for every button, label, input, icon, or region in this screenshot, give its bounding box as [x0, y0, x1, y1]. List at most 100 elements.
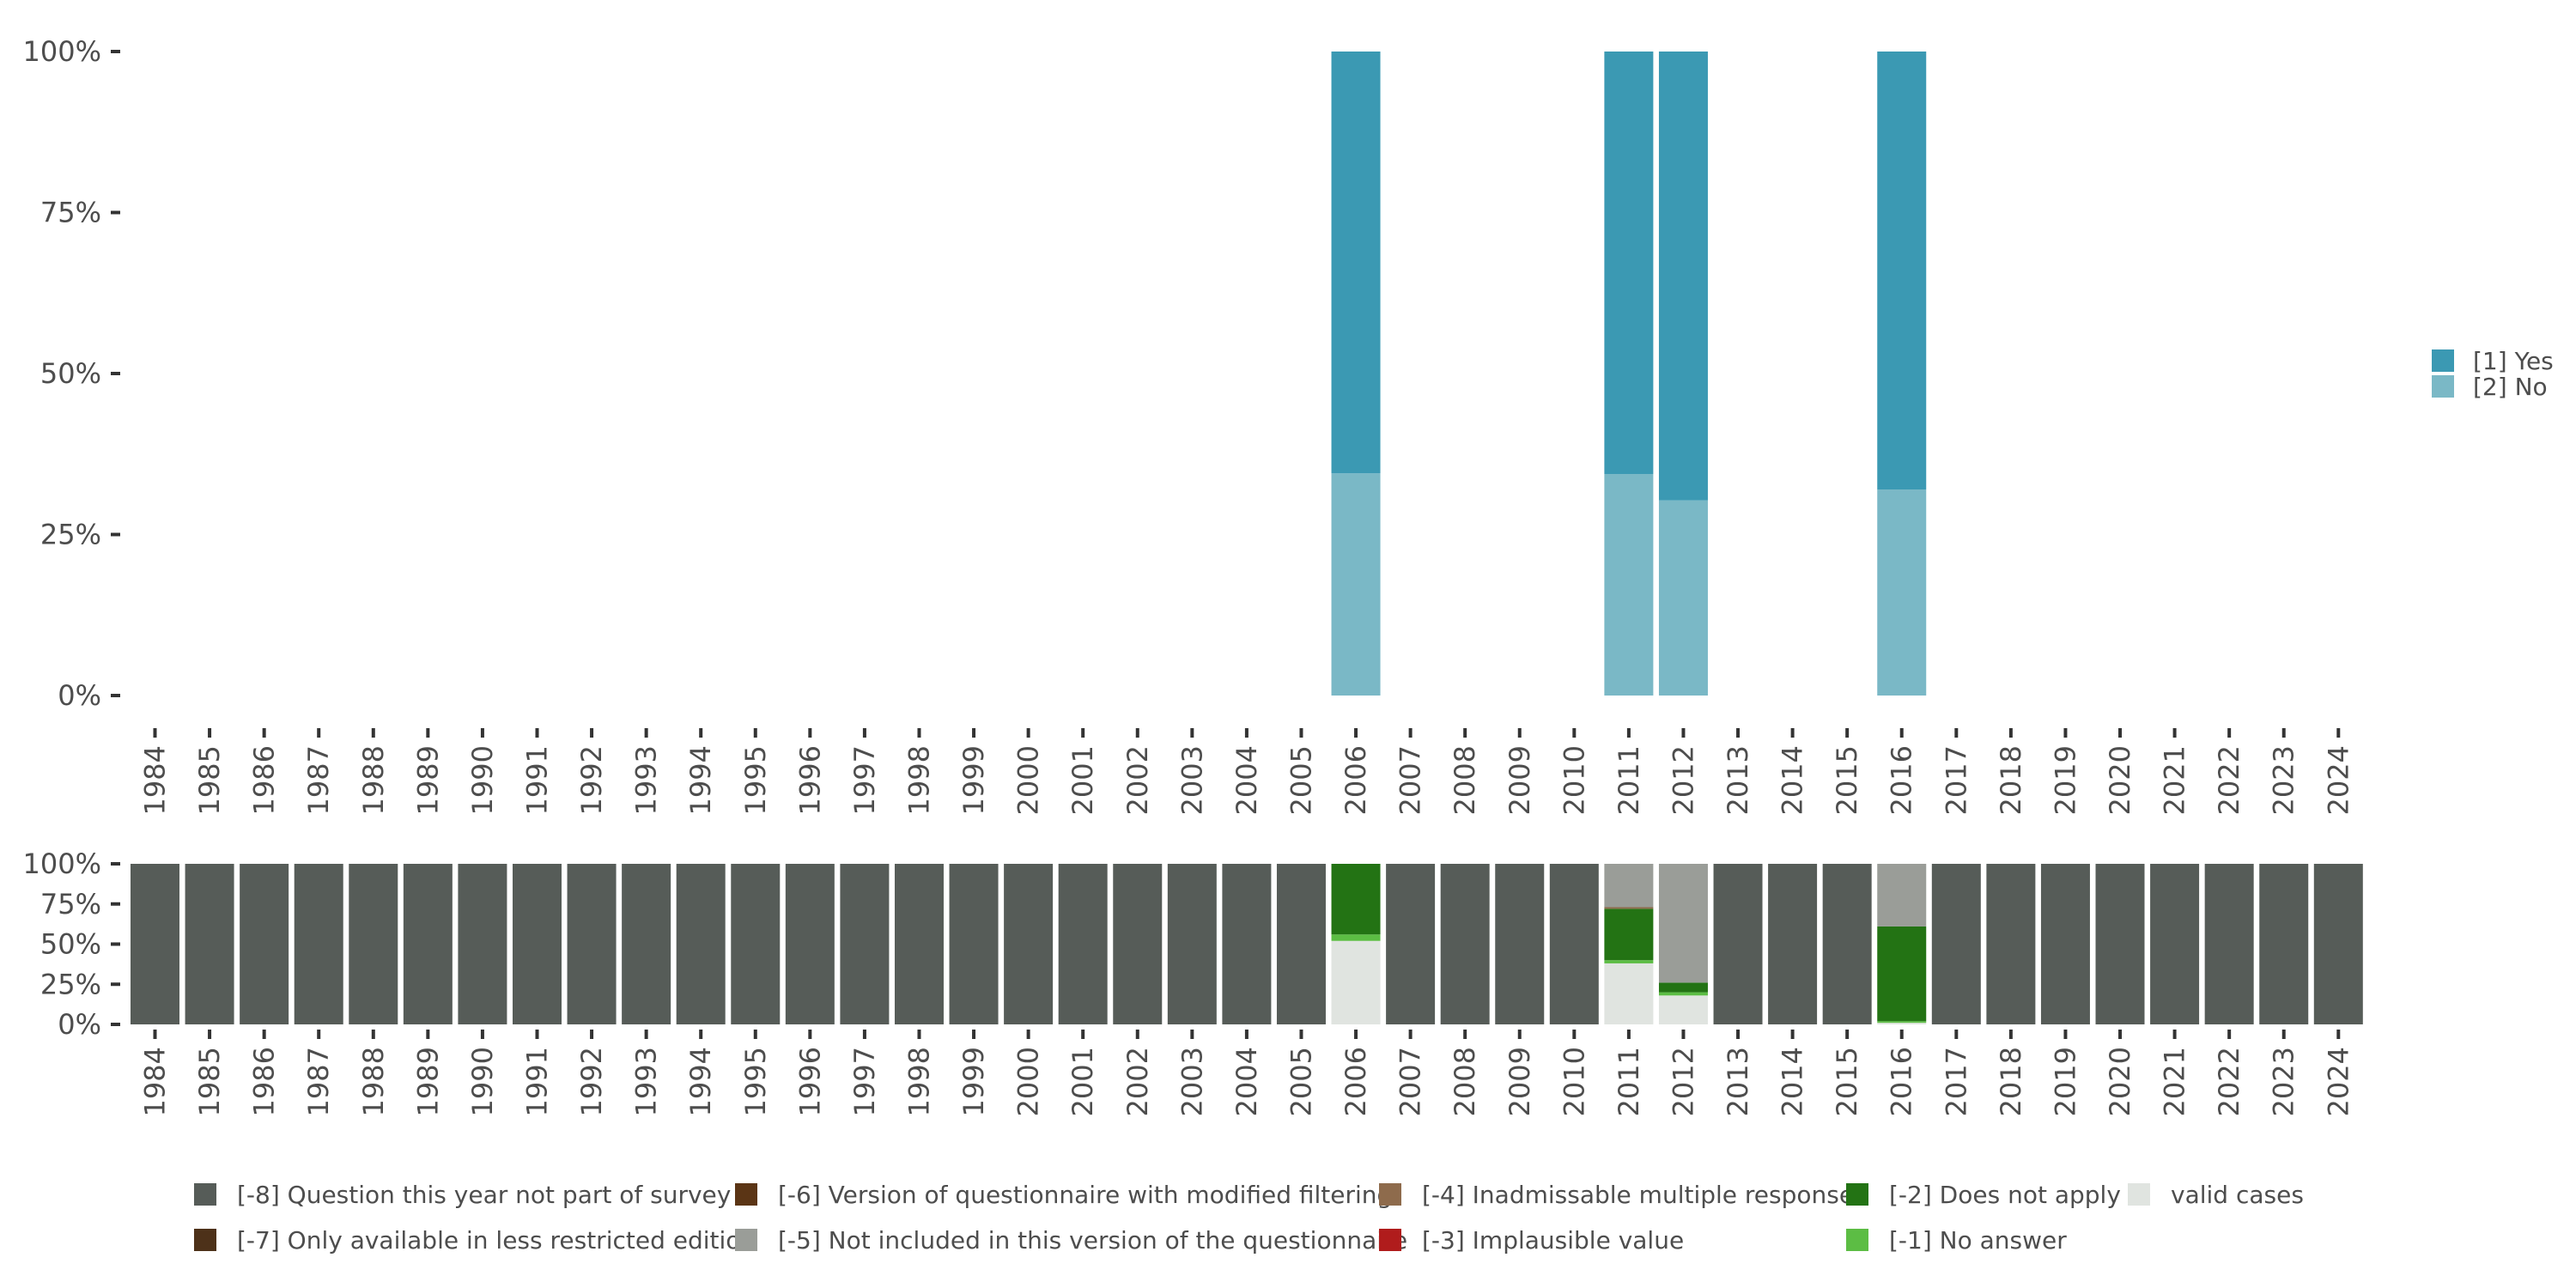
legend-label: [1] Yes — [2473, 347, 2554, 375]
x-tick-label: 2006 — [1340, 1047, 1372, 1116]
legend-swatch — [2432, 375, 2454, 398]
x-tick-label: 2004 — [1230, 745, 1263, 815]
bar-2016--2-does-not-apply — [1877, 926, 1927, 1022]
x-tick-label: 2009 — [1504, 1047, 1536, 1116]
x-tick-label: 1999 — [957, 745, 990, 815]
legend-label: [-4] Inadmissable multiple response — [1422, 1181, 1854, 1209]
bar-2002--8-question-this-year-not-part-of-survey — [1113, 864, 1163, 1024]
x-tick-label: 2023 — [2268, 745, 2300, 815]
x-tick-label: 1987 — [302, 745, 335, 815]
legend-label: valid cases — [2171, 1181, 2304, 1209]
x-tick-label: 2008 — [1449, 745, 1481, 815]
y-tick-label: 25% — [40, 519, 101, 551]
x-tick-label: 1997 — [848, 1047, 881, 1116]
y-tick-label: 50% — [40, 928, 101, 961]
bar-2017--8-question-this-year-not-part-of-survey — [1931, 864, 1981, 1024]
x-tick-label: 2017 — [1940, 1047, 1972, 1116]
x-tick-label: 2009 — [1504, 745, 1536, 815]
bar-2016-series-0 — [1877, 489, 1927, 696]
bar-2011-valid-cases — [1604, 963, 1654, 1024]
x-tick-label: 2014 — [1777, 1047, 1809, 1116]
bar-1991--8-question-this-year-not-part-of-survey — [512, 864, 562, 1024]
bar-2012--1-no-answer — [1658, 992, 1708, 996]
y-tick-label: 100% — [23, 35, 101, 68]
bar-2011--1-no-answer — [1604, 960, 1654, 963]
bar-2019--8-question-this-year-not-part-of-survey — [2040, 864, 2090, 1024]
x-tick-label: 1993 — [630, 1047, 663, 1116]
x-tick-label: 1995 — [739, 1047, 772, 1116]
bar-2020--8-question-this-year-not-part-of-survey — [2095, 864, 2145, 1024]
x-tick-label: 2017 — [1940, 745, 1972, 815]
x-tick-label: 1985 — [193, 745, 226, 815]
bar-1996--8-question-this-year-not-part-of-survey — [785, 864, 835, 1024]
bar-2006-series-0 — [1331, 473, 1381, 696]
x-tick-label: 2024 — [2322, 745, 2354, 815]
x-tick-label: 1991 — [520, 1047, 553, 1116]
x-tick-label: 2012 — [1667, 1047, 1699, 1116]
x-tick-label: 2015 — [1831, 1047, 1863, 1116]
y-tick-label: 75% — [40, 197, 101, 229]
legend-swatch — [735, 1229, 757, 1251]
x-tick-label: 2007 — [1394, 1047, 1427, 1116]
x-tick-label: 2020 — [2104, 1047, 2136, 1116]
x-tick-label: 2022 — [2213, 745, 2245, 815]
bar-2018--8-question-this-year-not-part-of-survey — [1986, 864, 2036, 1024]
legend-label: [-3] Implausible value — [1422, 1226, 1684, 1255]
bar-2005--8-question-this-year-not-part-of-survey — [1276, 864, 1326, 1024]
x-tick-label: 1991 — [520, 745, 553, 815]
legend-label: [2] No — [2473, 373, 2548, 401]
bar-2008--8-question-this-year-not-part-of-survey — [1440, 864, 1490, 1024]
x-tick-label: 2015 — [1831, 745, 1863, 815]
y-tick-label: 0% — [58, 1008, 101, 1041]
x-tick-label: 2016 — [1886, 745, 1918, 815]
bar-2012--2-does-not-apply — [1658, 982, 1708, 993]
x-tick-label: 2019 — [2049, 745, 2081, 815]
x-tick-label: 1998 — [902, 745, 935, 815]
x-tick-label: 1989 — [411, 1047, 444, 1116]
legend-label: [-2] Does not apply — [1889, 1181, 2121, 1209]
x-tick-label: 2003 — [1176, 745, 1208, 815]
x-tick-label: 1994 — [684, 1047, 717, 1116]
x-tick-label: 2004 — [1230, 1047, 1263, 1116]
x-tick-label: 2012 — [1667, 745, 1699, 815]
x-tick-label: 2001 — [1066, 745, 1099, 815]
legend-swatch — [1379, 1183, 1401, 1206]
bar-2001--8-question-this-year-not-part-of-survey — [1058, 864, 1108, 1024]
x-tick-label: 2011 — [1613, 745, 1645, 815]
x-tick-label: 1989 — [411, 745, 444, 815]
bar-2006--2-does-not-apply — [1331, 864, 1381, 935]
bar-2011-series-0 — [1604, 474, 1654, 696]
x-tick-label: 2024 — [2322, 1047, 2354, 1116]
bar-2012-series-1 — [1658, 52, 1708, 501]
x-tick-label: 2005 — [1285, 745, 1317, 815]
bar-1993--8-question-this-year-not-part-of-survey — [622, 864, 671, 1024]
x-tick-label: 1993 — [630, 745, 663, 815]
x-tick-label: 2000 — [1012, 1047, 1045, 1116]
bar-2013--8-question-this-year-not-part-of-survey — [1713, 864, 1763, 1024]
x-tick-label: 1995 — [739, 745, 772, 815]
legend-swatch — [194, 1183, 216, 1206]
bar-1985--8-question-this-year-not-part-of-survey — [185, 864, 234, 1024]
legend-swatch — [735, 1183, 757, 1206]
bar-1990--8-question-this-year-not-part-of-survey — [458, 864, 507, 1024]
x-tick-label: 2022 — [2213, 1047, 2245, 1116]
bar-1992--8-question-this-year-not-part-of-survey — [567, 864, 617, 1024]
x-tick-label: 1990 — [466, 1047, 499, 1116]
bar-2009--8-question-this-year-not-part-of-survey — [1495, 864, 1545, 1024]
x-tick-label: 1986 — [248, 745, 281, 815]
bar-2000--8-question-this-year-not-part-of-survey — [1004, 864, 1054, 1024]
x-tick-label: 2002 — [1121, 745, 1154, 815]
x-tick-label: 2021 — [2159, 745, 2191, 815]
bar-2024--8-question-this-year-not-part-of-survey — [2313, 864, 2363, 1024]
x-tick-label: 2011 — [1613, 1047, 1645, 1116]
answer-distribution-chart: 0% 25% 50% 75% 100% 1984 1985 1986 1987 1988 1989 1… — [23, 35, 2355, 815]
legend-label: [-1] No answer — [1889, 1226, 2067, 1255]
x-tick-label: 2014 — [1777, 745, 1809, 815]
x-tick-label: 1992 — [575, 1047, 608, 1116]
x-tick-label: 1992 — [575, 745, 608, 815]
bar-2006--1-no-answer — [1331, 934, 1381, 941]
x-tick-label: 1999 — [957, 1047, 990, 1116]
x-tick-label: 2010 — [1558, 745, 1590, 815]
bar-2012-valid-cases — [1658, 995, 1708, 1024]
